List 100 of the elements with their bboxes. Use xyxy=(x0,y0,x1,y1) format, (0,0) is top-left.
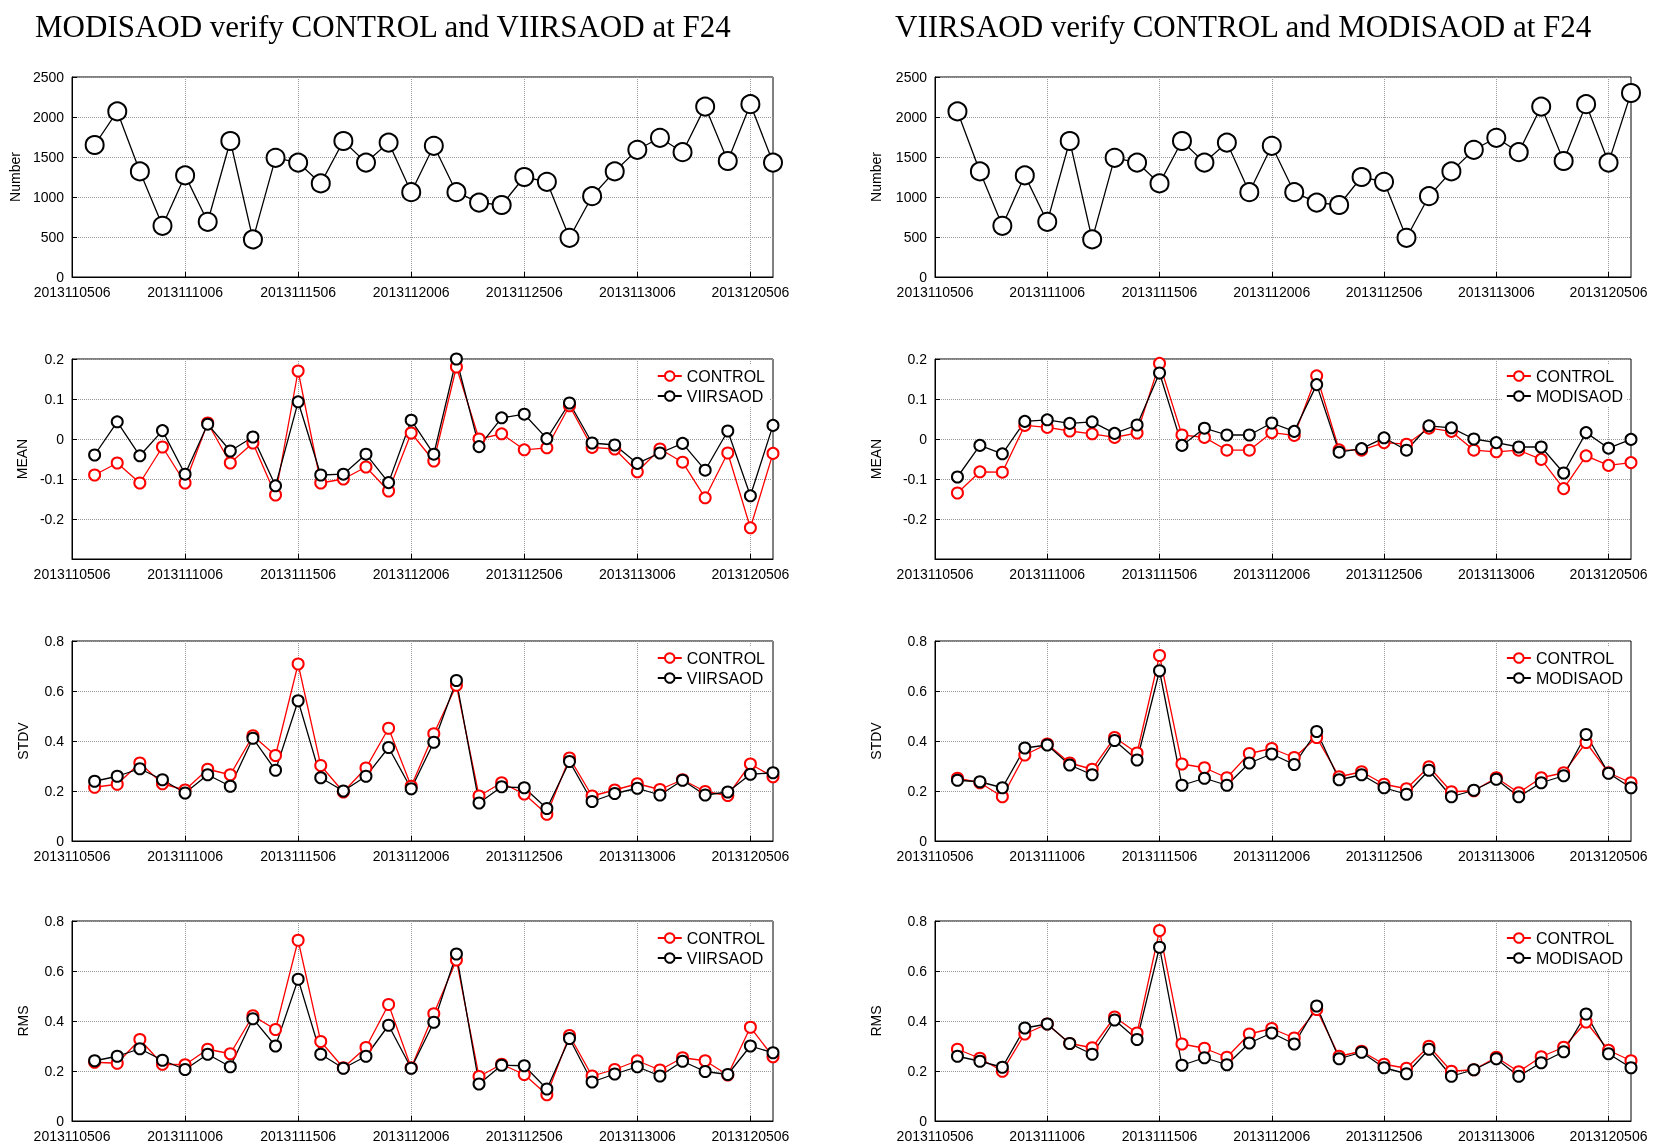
x-tick-label: 2013120506 xyxy=(1569,848,1648,864)
y-tick-label: 0.2 xyxy=(907,783,928,799)
x-tick-label: 2013120506 xyxy=(711,566,790,582)
y-tick-label: 500 xyxy=(40,229,65,245)
y-axis-title: MEAN xyxy=(868,438,884,480)
x-tick-label: 2013112506 xyxy=(485,566,563,582)
y-tick-label: 0.6 xyxy=(907,963,928,979)
x-tick-label: 2013113006 xyxy=(598,848,676,864)
legend-label: MODISAOD xyxy=(1535,387,1624,405)
y-axis-title: MEAN xyxy=(13,438,30,480)
x-tick-label: 2013111006 xyxy=(1009,848,1086,864)
x-tick-label: 2013120506 xyxy=(1569,566,1648,582)
x-tick-label: 2013111506 xyxy=(1121,848,1198,864)
y-tick-label: 0.8 xyxy=(907,633,928,649)
x-tick-label: 2013110506 xyxy=(896,848,974,864)
x-tick-label: 2013110506 xyxy=(896,566,974,582)
x-tick-label: 2013113006 xyxy=(598,284,676,300)
y-tick-label: 0.2 xyxy=(44,351,65,367)
x-tick-label: 2013113006 xyxy=(598,566,676,582)
y-tick-label: 0.4 xyxy=(44,1013,65,1029)
x-tick-label: 2013112006 xyxy=(372,848,450,864)
x-tick-label: 2013111506 xyxy=(1121,566,1198,582)
y-tick-label: -0.1 xyxy=(902,471,928,487)
legend-label: CONTROL xyxy=(1535,929,1615,947)
x-tick-label: 2013112506 xyxy=(485,284,563,300)
y-axis-title: Number xyxy=(868,151,884,202)
chart-title: MODISAOD verify CONTROL and VIIRSAOD at F24 xyxy=(35,9,732,44)
legend-label: CONTROL xyxy=(686,929,766,947)
y-tick-label: 0 xyxy=(919,269,928,285)
x-tick-label: 2013111006 xyxy=(1009,284,1086,300)
y-tick-label: 0.6 xyxy=(44,683,65,699)
y-tick-label: 0.2 xyxy=(44,1063,65,1079)
x-tick-label: 2013111006 xyxy=(147,566,224,582)
x-tick-label: 2013112506 xyxy=(1345,284,1423,300)
x-tick-label: 2013120506 xyxy=(711,848,790,864)
y-tick-label: 0.8 xyxy=(44,913,65,929)
legend-label: CONTROL xyxy=(1535,367,1615,385)
y-tick-label: 0.1 xyxy=(907,391,928,407)
x-tick-label: 2013112506 xyxy=(485,1128,563,1144)
x-tick-label: 2013113006 xyxy=(1457,848,1535,864)
x-tick-label: 2013120506 xyxy=(711,1128,790,1144)
x-tick-label: 2013111006 xyxy=(147,848,224,864)
y-tick-label: 0.4 xyxy=(907,1013,928,1029)
y-tick-label: 0.4 xyxy=(907,733,928,749)
x-tick-label: 2013111006 xyxy=(147,1128,224,1144)
y-tick-label: -0.2 xyxy=(902,511,928,527)
legend-label: CONTROL xyxy=(686,649,766,667)
x-tick-label: 2013111506 xyxy=(260,284,337,300)
y-tick-label: 2500 xyxy=(32,69,65,85)
x-tick-label: 2013111006 xyxy=(1009,566,1086,582)
y-tick-label: 0.6 xyxy=(907,683,928,699)
y-tick-label: 0.8 xyxy=(907,913,928,929)
y-axis-title: Number xyxy=(7,151,23,202)
y-axis-title: RMS xyxy=(868,1005,884,1037)
legend-label: CONTROL xyxy=(1535,649,1615,667)
y-tick-label: -0.2 xyxy=(39,511,65,527)
y-tick-label: 0 xyxy=(56,1113,65,1129)
x-tick-label: 2013112006 xyxy=(372,1128,450,1144)
y-tick-label: 0 xyxy=(56,269,65,285)
x-tick-label: 2013110506 xyxy=(33,1128,111,1144)
x-tick-label: 2013112506 xyxy=(1345,848,1423,864)
y-tick-label: 500 xyxy=(903,229,928,245)
x-tick-label: 2013112506 xyxy=(485,848,563,864)
y-tick-label: 1000 xyxy=(32,189,65,205)
x-tick-label: 2013112006 xyxy=(1233,848,1311,864)
y-tick-label: 2500 xyxy=(895,69,928,85)
x-tick-label: 2013111006 xyxy=(147,284,224,300)
y-tick-label: 0 xyxy=(919,1113,928,1129)
x-tick-label: 2013112006 xyxy=(1233,566,1311,582)
y-axis-title: STDV xyxy=(15,721,31,760)
x-tick-label: 2013112006 xyxy=(372,284,450,300)
legend-label: CONTROL xyxy=(686,367,766,385)
x-tick-label: 2013110506 xyxy=(896,284,974,300)
x-tick-label: 2013111506 xyxy=(260,1128,337,1144)
y-tick-label: 1500 xyxy=(32,149,65,165)
x-tick-label: 2013111506 xyxy=(260,848,337,864)
x-tick-label: 2013112506 xyxy=(1345,1128,1423,1144)
legend-label: VIIRSAOD xyxy=(686,949,764,967)
x-tick-label: 2013120506 xyxy=(1569,1128,1648,1144)
legend-label: VIIRSAOD xyxy=(686,669,764,687)
y-tick-label: 0 xyxy=(56,833,65,849)
x-tick-label: 2013110506 xyxy=(896,1128,974,1144)
x-tick-label: 2013110506 xyxy=(33,848,111,864)
x-tick-label: 2013112006 xyxy=(1233,1128,1311,1144)
legend-label: MODISAOD xyxy=(1535,949,1624,967)
y-tick-label: 0.2 xyxy=(44,783,65,799)
y-tick-label: 2000 xyxy=(32,109,65,125)
chart-title: VIIRSAOD verify CONTROL and MODISAOD at F24 xyxy=(895,9,1592,44)
y-tick-label: 0 xyxy=(919,431,928,447)
y-tick-label: -0.1 xyxy=(39,471,65,487)
x-tick-label: 2013112006 xyxy=(372,566,450,582)
y-tick-label: 0 xyxy=(56,431,65,447)
y-tick-label: 0.1 xyxy=(44,391,65,407)
y-tick-label: 1000 xyxy=(895,189,928,205)
y-tick-label: 0.2 xyxy=(907,1063,928,1079)
y-tick-label: 0.6 xyxy=(44,963,65,979)
y-axis-title: STDV xyxy=(868,721,884,760)
y-axis-title: RMS xyxy=(15,1005,31,1037)
x-tick-label: 2013113006 xyxy=(598,1128,676,1144)
x-tick-label: 2013111006 xyxy=(1009,1128,1086,1144)
